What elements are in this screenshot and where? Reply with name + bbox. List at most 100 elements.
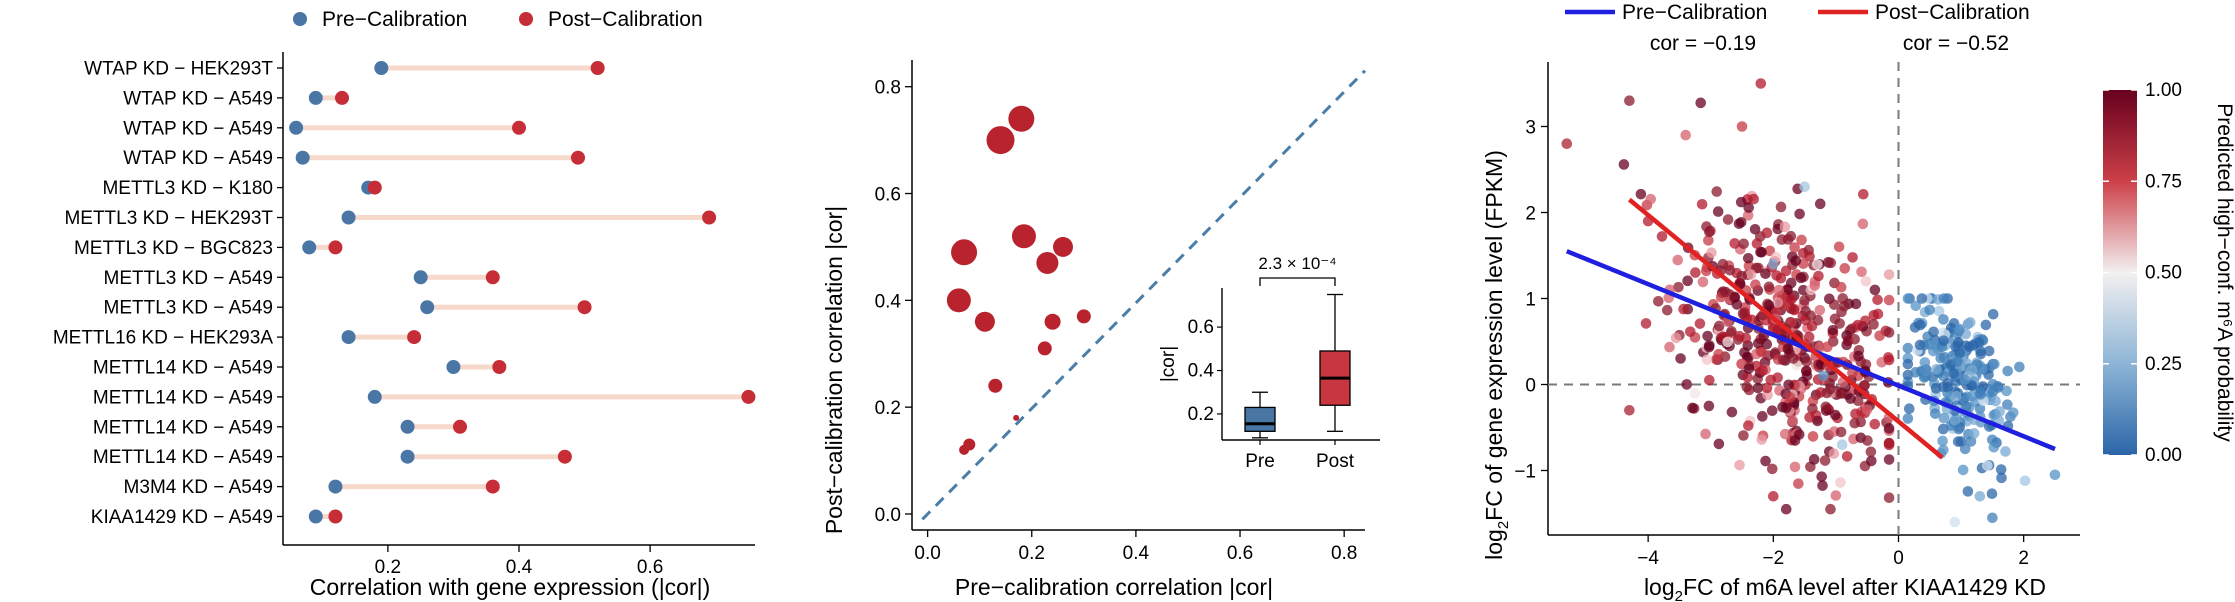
pre-calibration-dot [308, 90, 323, 105]
scatter-point [1862, 435, 1873, 446]
scatter-point [2019, 475, 2031, 487]
scatter-point [1743, 363, 1755, 374]
scatter-point [1726, 406, 1738, 418]
scatter-point [1785, 230, 1797, 242]
scatter-point [1869, 284, 1881, 296]
scatter-point [1841, 330, 1852, 341]
y-tick-label: 1 [1525, 290, 1536, 311]
scatter-point [1850, 298, 1862, 310]
scatter-point [1938, 335, 1949, 346]
scatter-point [1933, 305, 1945, 317]
category-label: KIAA1429 KD − A549 [91, 507, 273, 528]
scatter-point [1902, 342, 1914, 354]
scatter-point [1868, 319, 1879, 330]
scatter-point [1739, 347, 1750, 358]
scatter-point [1961, 401, 1972, 412]
m6a-x-axis-title: log2FC of m6A level after KIAA1429 KD [1644, 574, 2046, 602]
scatter-point [1973, 337, 1985, 348]
x-tick-label: 0.2 [375, 557, 401, 578]
post-calibration-dot [367, 180, 382, 195]
scatter-point [1782, 343, 1794, 355]
scatter-point [1954, 323, 1966, 335]
scatter-point [1929, 408, 1941, 419]
scatter-point [1700, 428, 1711, 440]
scatter-point [1834, 318, 1845, 329]
scatter-point [1975, 345, 1986, 357]
pre-calibration-dot [400, 419, 415, 434]
scatter-point [1798, 284, 1809, 296]
legend-pre-cor: cor = −0.19 [1650, 32, 1756, 55]
scatter-point [1949, 415, 1961, 426]
scatter-point [1814, 341, 1826, 353]
calibration-point [1036, 251, 1059, 274]
scatter-point [1919, 357, 1931, 368]
scatter-point [1672, 254, 1684, 266]
calibration-scatter: 0.0 0.2 0.4 0.6 0.8 0.0 0.2 0.4 0.6 0.8 0.2 0.4 0.6… [821, 60, 1380, 600]
scatter-point [1959, 443, 1971, 455]
post-calibration-dot [328, 240, 343, 255]
scatter-point [1729, 238, 1740, 249]
scatter-point [1661, 304, 1673, 316]
scatter-point [1835, 388, 1846, 399]
scatter-point [1763, 299, 1775, 311]
post-calibration-dot [335, 90, 349, 105]
scatter-point [1793, 429, 1805, 440]
scatter-point [1618, 159, 1630, 170]
scatter-point [1704, 226, 1715, 238]
scatter-point [1847, 252, 1858, 263]
scatter-point [1805, 310, 1817, 322]
inset-y-axis-title: |cor| [1158, 346, 1179, 382]
scatter-point [1836, 439, 1848, 451]
scatter-point [1857, 218, 1869, 230]
scatter-point [1682, 275, 1693, 287]
inset-y-tick-label: 0.2 [1188, 404, 1214, 425]
scatter-point [1711, 186, 1723, 197]
scatter-point [1850, 408, 1861, 420]
category-label: METTL3 KD − A549 [104, 298, 274, 319]
scatter-point [1816, 471, 1827, 482]
scatter-point [1872, 294, 1883, 306]
post-calibration-dot [590, 61, 605, 75]
identity-reference-line [921, 69, 1367, 521]
y-tick-label: 0.8 [875, 78, 901, 99]
scatter-point [1710, 354, 1722, 365]
scatter-point [1951, 356, 1963, 367]
pre-calibration-dot [289, 120, 304, 135]
legend-pre-label: Pre−Calibration [1622, 1, 1767, 24]
scatter-point [1771, 270, 1782, 281]
scatter-point [1994, 406, 2005, 417]
scatter-point [1796, 234, 1807, 246]
scatter-point [1787, 415, 1798, 426]
scatter-point [1689, 388, 1701, 399]
scatter-point [1804, 251, 1815, 262]
dumbbell-legend: Pre−Calibration Post−Calibration [293, 8, 703, 31]
scatter-point [1768, 491, 1779, 502]
inset-x-tick-label: Pre [1245, 451, 1275, 472]
scatter-point [1883, 294, 1895, 306]
y-tick-label: −1 [1514, 462, 1536, 483]
scatter-point [1795, 272, 1807, 284]
scatter-point [1830, 409, 1841, 421]
scatter-point [1820, 401, 1832, 413]
category-label: METTL3 KD − HEK293T [64, 208, 273, 229]
x-tick-label: −4 [1637, 548, 1659, 569]
category-label: WTAP KD − HEK293T [84, 59, 273, 80]
scatter-point [1752, 338, 1764, 349]
scatter-point [1813, 270, 1824, 282]
scatter-point [1948, 368, 1959, 379]
scatter-point [1988, 441, 2000, 453]
calibration-point [974, 311, 995, 332]
x-tick-label: −2 [1762, 548, 1784, 569]
pre-calibration-dot [374, 61, 389, 75]
scatter-point [1920, 365, 1932, 377]
x-tick-label: 0.6 [637, 557, 663, 578]
category-label: M3M4 KD − A549 [124, 477, 273, 498]
scatter-point [1790, 255, 1802, 267]
scatter-point [1841, 339, 1852, 351]
scatter-point [1987, 386, 1999, 398]
scatter-point [1806, 320, 1818, 332]
scatter-point [2000, 446, 2011, 457]
scatter-point [1883, 269, 1895, 280]
scatter-point [1811, 259, 1823, 270]
scatter-point [1624, 405, 1635, 416]
